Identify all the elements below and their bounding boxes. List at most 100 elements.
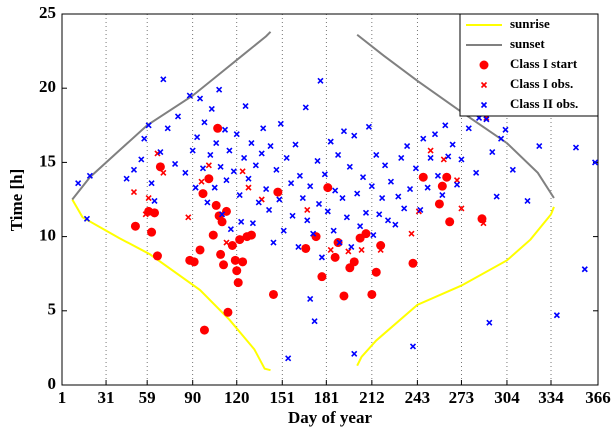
- point: [427, 154, 434, 162]
- point: [155, 162, 165, 172]
- point: [437, 181, 447, 191]
- point: [273, 187, 283, 197]
- point: [379, 194, 386, 202]
- x-tick-label: 151: [270, 388, 296, 407]
- point: [581, 266, 588, 273]
- point: [227, 241, 237, 251]
- point: [406, 186, 414, 193]
- point: [152, 251, 162, 261]
- point: [311, 318, 318, 325]
- point: [445, 217, 455, 227]
- point: [238, 257, 248, 267]
- point: [465, 125, 472, 132]
- point: [424, 184, 431, 191]
- point: [245, 175, 252, 182]
- point: [255, 199, 262, 206]
- point: [453, 181, 461, 188]
- point: [310, 230, 317, 237]
- point: [351, 350, 358, 357]
- legend-swatch: [480, 81, 488, 89]
- point: [172, 160, 179, 167]
- point: [182, 169, 189, 176]
- point: [387, 178, 395, 185]
- y-axis-label: Time [h]: [7, 169, 26, 232]
- point: [440, 156, 447, 163]
- point: [241, 154, 248, 162]
- point: [442, 172, 452, 182]
- point: [458, 156, 465, 163]
- point: [198, 178, 205, 185]
- point: [268, 289, 278, 299]
- point: [219, 260, 229, 270]
- point: [327, 246, 334, 254]
- point: [358, 246, 365, 254]
- legend-label: Class I obs.: [510, 76, 573, 91]
- point: [211, 184, 218, 191]
- legend-label: sunrise: [510, 16, 550, 31]
- point: [489, 148, 496, 156]
- point: [223, 239, 230, 246]
- point: [208, 105, 215, 113]
- point: [270, 239, 277, 246]
- x-tick-label: 181: [314, 388, 340, 407]
- point: [141, 135, 148, 142]
- point: [233, 131, 240, 138]
- curve: [71, 199, 555, 372]
- point: [324, 208, 331, 215]
- point: [211, 200, 221, 210]
- point: [317, 272, 327, 282]
- point: [145, 194, 152, 202]
- point: [213, 123, 223, 133]
- point: [219, 211, 226, 218]
- point: [339, 194, 346, 202]
- point: [304, 206, 311, 213]
- point: [205, 162, 212, 169]
- point: [483, 116, 490, 123]
- point: [147, 227, 157, 237]
- point: [321, 171, 328, 178]
- point: [236, 191, 243, 199]
- point: [232, 266, 242, 276]
- point: [404, 143, 411, 150]
- point: [189, 147, 196, 154]
- point: [340, 128, 348, 135]
- point: [408, 230, 415, 237]
- point: [260, 125, 267, 132]
- point: [227, 226, 234, 233]
- point: [377, 246, 384, 254]
- point: [401, 205, 408, 212]
- point: [75, 180, 82, 187]
- point: [164, 125, 171, 132]
- point: [354, 190, 361, 197]
- point: [367, 289, 377, 299]
- point: [252, 162, 259, 169]
- point: [217, 217, 227, 227]
- point: [376, 241, 386, 251]
- x-tick-label: 273: [449, 388, 475, 407]
- point: [142, 211, 149, 218]
- point: [248, 140, 255, 147]
- point: [204, 199, 211, 206]
- point: [138, 156, 145, 163]
- point: [267, 143, 274, 150]
- point: [553, 312, 560, 319]
- point: [151, 197, 158, 205]
- point: [130, 166, 138, 173]
- point: [439, 191, 446, 199]
- point: [195, 245, 205, 255]
- point: [223, 177, 230, 184]
- point: [418, 172, 428, 182]
- y-tick-label: 0: [48, 374, 57, 393]
- point: [327, 138, 334, 145]
- point: [160, 169, 167, 176]
- point: [242, 102, 249, 110]
- point: [174, 113, 182, 120]
- point: [330, 252, 340, 262]
- legend-swatch: [479, 60, 489, 70]
- point: [323, 183, 333, 193]
- point: [524, 197, 531, 205]
- point: [285, 355, 292, 362]
- legend-swatch: [480, 101, 488, 109]
- legend-label: Class I start: [510, 56, 578, 71]
- point: [157, 148, 164, 156]
